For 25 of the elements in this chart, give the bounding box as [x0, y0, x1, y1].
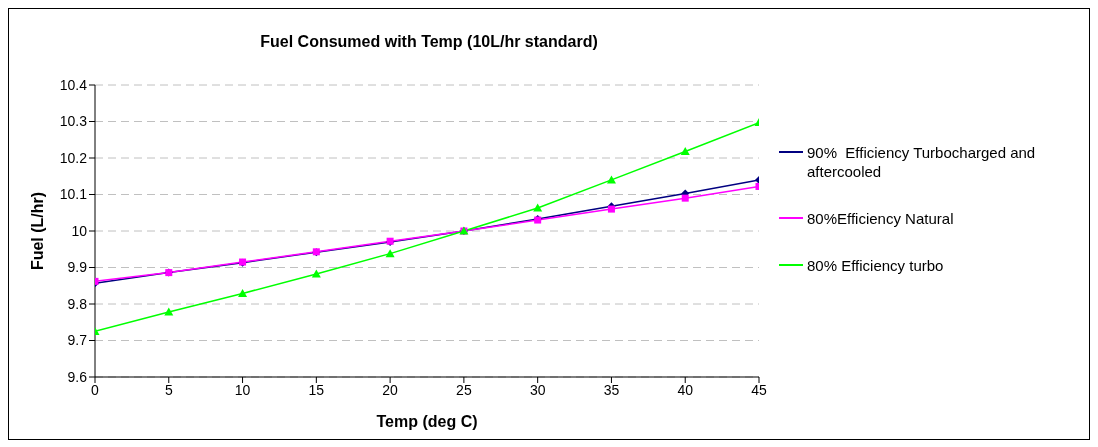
x-tick-label: 30 — [529, 381, 546, 398]
x-tick-label: 5 — [164, 381, 173, 398]
y-tick-label: 9.6 — [67, 368, 88, 385]
y-tick-label: 9.8 — [67, 295, 88, 312]
legend-label: 80%Efficiency Natural — [807, 209, 954, 228]
x-tick-label: 35 — [603, 381, 620, 398]
x-tick-label: 40 — [677, 381, 694, 398]
x-tick-label: 20 — [382, 381, 399, 398]
chart-title: Fuel Consumed with Temp (10L/hr standard) — [259, 33, 599, 51]
x-tick-label: 25 — [456, 381, 472, 398]
y-tick-label: 10.3 — [59, 113, 88, 130]
y-tick-label: 9.9 — [67, 259, 88, 276]
y-tick-label: 10 — [71, 222, 88, 239]
y-tick-label: 10.2 — [59, 149, 88, 166]
x-tick-label: 0 — [91, 381, 100, 398]
x-tick-label: 45 — [751, 381, 767, 398]
x-tick-label: 10 — [234, 381, 251, 398]
legend-label: 80% Efficiency turbo — [807, 256, 944, 275]
y-tick-label: 10.1 — [59, 186, 88, 203]
x-axis-title: Temp (deg C) — [376, 413, 478, 430]
legend-label: 90% Efficiency Turbocharged and aftercooled — [807, 143, 1037, 181]
y-tick-label: 9.7 — [67, 332, 88, 349]
y-tick-label: 10.4 — [59, 76, 88, 93]
y-axis-title: Fuel (L/hr) — [28, 191, 46, 271]
x-tick-label: 15 — [308, 381, 325, 398]
